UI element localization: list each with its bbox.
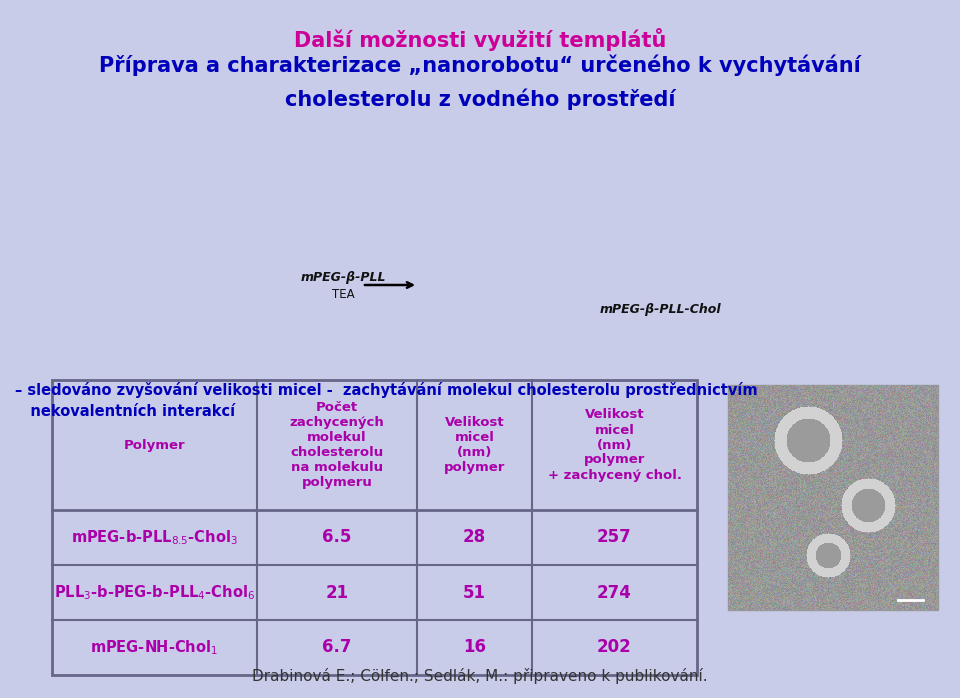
Text: 274: 274 <box>597 584 632 602</box>
Text: 6.5: 6.5 <box>323 528 351 547</box>
Text: mPEG-β-PLL-Chol: mPEG-β-PLL-Chol <box>599 304 721 316</box>
Text: Drabinová E.; Cölfen.; Sedlák, M.: připraveno k publikování.: Drabinová E.; Cölfen.; Sedlák, M.: připr… <box>252 668 708 684</box>
Text: Příprava a charakterizace „nanorobotu“ určeného k vychytávání: Příprava a charakterizace „nanorobotu“ u… <box>99 55 861 77</box>
Text: 202: 202 <box>597 639 632 657</box>
Text: 6.7: 6.7 <box>323 639 351 657</box>
Text: cholesterolu z vodného prostředí: cholesterolu z vodného prostředí <box>285 88 675 110</box>
Text: – sledováno zvyšování velikosti micel -  zachytávání molekul cholesterolu prostř: – sledováno zvyšování velikosti micel - … <box>15 382 757 419</box>
Text: Polymer: Polymer <box>124 438 185 452</box>
Text: mPEG-NH-Chol$_1$: mPEG-NH-Chol$_1$ <box>90 638 219 657</box>
Text: 16: 16 <box>463 639 486 657</box>
Text: 51: 51 <box>463 584 486 602</box>
Text: Počet
zachycených
molekul
cholesterolu
na molekulu
polymeru: Počet zachycených molekul cholesterolu n… <box>290 401 384 489</box>
FancyBboxPatch shape <box>30 140 330 375</box>
Text: 21: 21 <box>325 584 348 602</box>
Text: PLL$_3$-b-PEG-b-PLL$_4$-Chol$_6$: PLL$_3$-b-PEG-b-PLL$_4$-Chol$_6$ <box>54 583 255 602</box>
Bar <box>52 380 697 675</box>
Bar <box>728 385 938 610</box>
Text: mPEG-β-PLL: mPEG-β-PLL <box>300 272 386 285</box>
Text: mPEG-b-PLL$_{8.5}$-Chol$_3$: mPEG-b-PLL$_{8.5}$-Chol$_3$ <box>71 528 238 547</box>
Text: TEA: TEA <box>332 288 354 302</box>
Text: Velikost
micel
(nm)
polymer
+ zachycený chol.: Velikost micel (nm) polymer + zachycený … <box>547 408 682 482</box>
Text: Další možnosti využití templátů: Další možnosti využití templátů <box>294 28 666 51</box>
Text: 28: 28 <box>463 528 486 547</box>
Text: 257: 257 <box>597 528 632 547</box>
Text: Velikost
micel
(nm)
polymer: Velikost micel (nm) polymer <box>444 416 505 474</box>
